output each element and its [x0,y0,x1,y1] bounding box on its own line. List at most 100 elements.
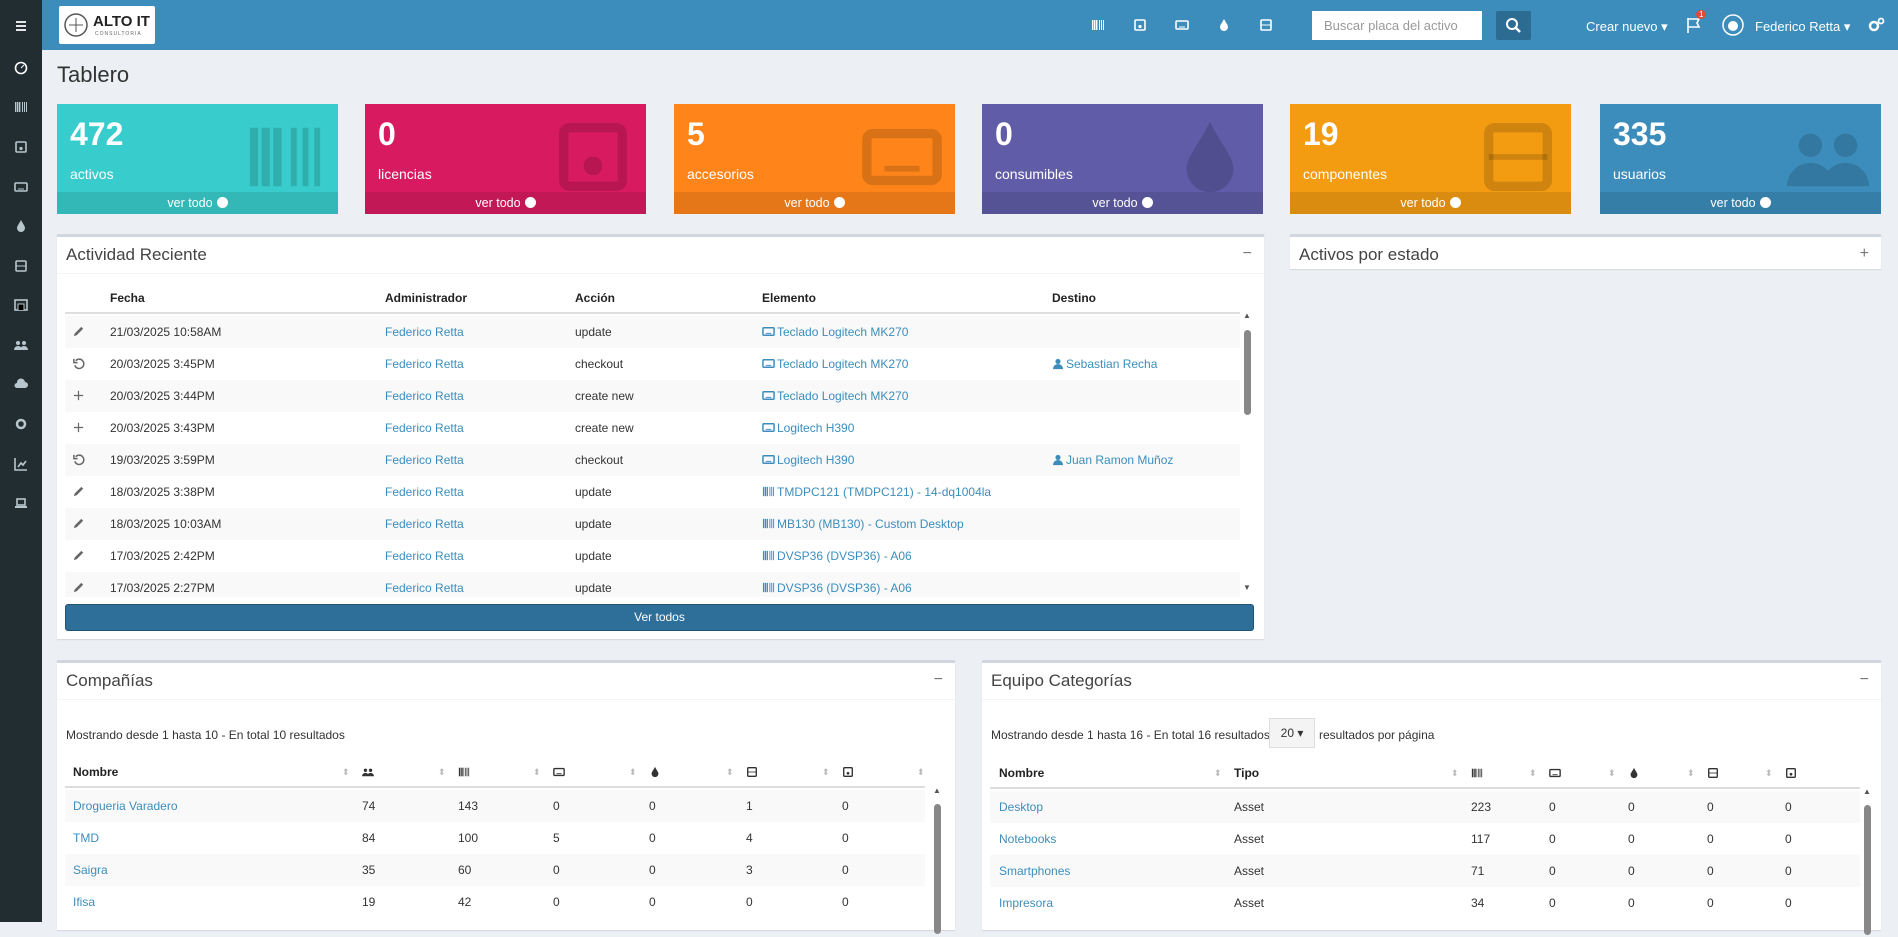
page-size-select[interactable]: 20 ▾ [1269,718,1315,748]
cell-value: 0 [553,895,560,909]
nav-item[interactable] [14,298,28,314]
name-link[interactable]: Desktop [999,800,1044,814]
view-all-button[interactable]: Ver todos [65,604,1254,631]
target-link[interactable]: Juan Ramon Muñoz [1052,444,1173,478]
item-link[interactable]: MB130 (MB130) - Custom Desktop [762,508,964,542]
admin-link[interactable]: Federico Retta [385,325,464,339]
admin-link[interactable]: Federico Retta [385,421,464,435]
admin-link[interactable]: Federico Retta [385,485,464,499]
icon [553,767,565,777]
logo[interactable]: ALTO IT CONSULTORIA [59,6,155,44]
cell-value: 0 [1549,832,1556,846]
cell-value: 117 [1471,832,1491,846]
table-row: Impresora Asset 34 0 0 0 0 [990,887,1860,919]
icon [15,260,27,272]
item-name: DVSP36 (DVSP36) - A06 [777,581,912,595]
nav-icon[interactable] [1259,18,1273,35]
stat-footer[interactable]: ver todo [982,192,1263,214]
activity-row: 21/03/2025 10:58AM Federico Retta update Te… [65,316,1240,348]
cell-value: 0 [1549,864,1556,878]
name-link[interactable]: Smartphones [999,864,1071,878]
stat-footer[interactable]: ver todo [365,192,646,214]
nav-item[interactable] [14,19,28,35]
nav-item[interactable] [14,377,28,393]
cell-value: 0 [1628,896,1635,910]
collapse-button[interactable]: − [1242,245,1252,262]
nav-item[interactable] [14,496,28,512]
item-link[interactable]: Teclado Logitech MK270 [762,348,908,382]
icon [458,767,470,777]
stat-link: ver todo [1710,196,1756,210]
item-link[interactable]: Logitech H390 [762,444,854,478]
collapse-button[interactable]: − [1859,671,1869,688]
item-link[interactable]: DVSP36 (DVSP36) - A06 [762,572,912,597]
create-new[interactable]: Crear nuevo ▾ [1586,19,1668,34]
nav-item[interactable] [14,457,28,473]
nav-item[interactable] [14,338,28,354]
expand-button[interactable]: + [1859,245,1869,262]
date: 19/03/2025 3:59PM [110,453,215,467]
sort-icon: ⬍ [1687,768,1695,778]
scrollbar: ▲ ▼ [1243,311,1251,592]
avatar[interactable] [1722,14,1744,36]
nav-icon[interactable] [1133,18,1147,35]
name-link[interactable]: Saigra [73,863,108,877]
icon [1471,768,1483,778]
name-link[interactable]: Drogueria Varadero [73,799,178,813]
stat-footer[interactable]: ver todo [57,192,338,214]
alerts[interactable]: 1 [1686,10,1707,37]
stat-label: consumibles [995,166,1073,182]
item-link[interactable]: Teclado Logitech MK270 [762,316,908,350]
item-link[interactable]: DVSP36 (DVSP36) - A06 [762,540,912,574]
nav-icon[interactable] [1091,18,1105,35]
stat-footer[interactable]: ver todo [1600,192,1881,214]
admin-link[interactable]: Federico Retta [385,389,464,403]
admin-link[interactable]: Federico Retta [385,549,464,563]
admin-link[interactable]: Federico Retta [385,453,464,467]
cell-value: 0 [842,831,849,845]
icon [73,486,84,497]
action: update [575,485,612,499]
stat-footer[interactable]: ver todo [674,192,955,214]
nav-item[interactable] [14,100,28,116]
icon [73,518,84,529]
admin-link[interactable]: Federico Retta [385,517,464,531]
nav-item[interactable] [14,140,28,156]
search-button[interactable] [1496,11,1531,40]
search-input[interactable]: Buscar placa del activo [1312,11,1482,40]
arrow-icon [216,197,228,208]
name-link[interactable]: Impresora [999,896,1054,910]
date: 17/03/2025 2:27PM [110,581,215,595]
admin-link[interactable]: Federico Retta [385,357,464,371]
nav-item[interactable] [14,259,28,275]
item-link[interactable]: TMDPC121 (TMDPC121) - 14-dq1004la [762,476,991,510]
name-link[interactable]: Notebooks [999,832,1057,846]
item-link[interactable]: Teclado Logitech MK270 [762,380,908,414]
icon [17,220,25,232]
table-row: Desktop Asset 223 0 0 0 0 [990,791,1860,823]
item-name: Logitech H390 [777,453,855,467]
nav-icon[interactable] [1217,18,1231,35]
admin-link[interactable]: Federico Retta [385,581,464,595]
name-link[interactable]: TMD [73,831,99,845]
user-menu[interactable]: Federico Retta ▾ [1755,19,1851,34]
settings-icon[interactable] [1867,17,1885,33]
sort-icon: ⬍ [1214,768,1222,778]
target-link[interactable]: Sebastian Recha [1052,348,1157,382]
arrow-icon [1141,197,1153,208]
cell-value: 223 [1471,800,1492,814]
nav-item[interactable] [14,417,28,433]
icon [73,358,85,370]
nav-item[interactable] [14,61,28,77]
nav-icon[interactable] [1175,18,1189,35]
item-link[interactable]: Logitech H390 [762,412,854,446]
nav-item[interactable] [14,180,28,196]
stat-label: componentes [1303,166,1388,182]
collapse-button[interactable]: − [933,671,943,688]
nav-item[interactable] [14,219,28,235]
icon [651,766,659,778]
name-link[interactable]: Ifisa [73,895,96,909]
stat-footer[interactable]: ver todo [1290,192,1571,214]
cell-value: 42 [458,895,472,909]
column-icon [1471,767,1483,779]
